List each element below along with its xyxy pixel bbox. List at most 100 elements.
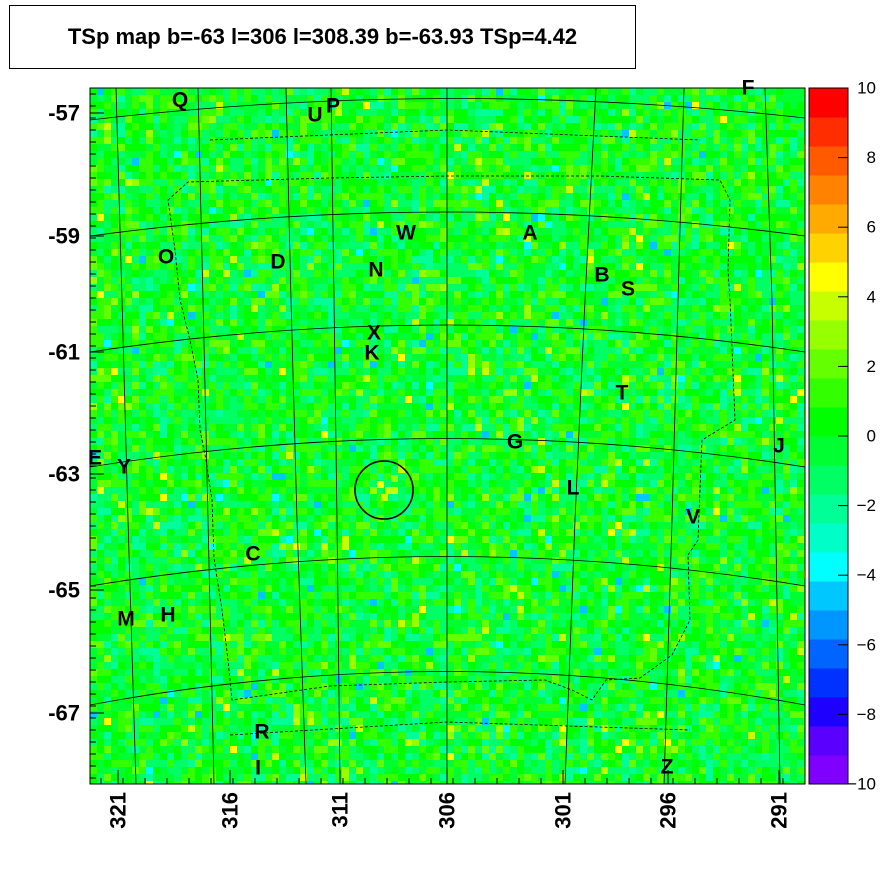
- heatmap-cell: [293, 291, 300, 298]
- heatmap-cell: [391, 88, 398, 95]
- heatmap-cell: [230, 375, 237, 382]
- heatmap-cell: [146, 382, 153, 389]
- heatmap-cell: [720, 361, 727, 368]
- heatmap-cell: [447, 242, 454, 249]
- heatmap-cell: [643, 123, 650, 130]
- heatmap-cell: [636, 263, 643, 270]
- heatmap-cell: [384, 88, 391, 95]
- heatmap-cell: [174, 207, 181, 214]
- heatmap-cell: [671, 137, 678, 144]
- heatmap-cell: [559, 200, 566, 207]
- heatmap-cell: [125, 221, 132, 228]
- heatmap-cell: [545, 249, 552, 256]
- heatmap-cell: [524, 200, 531, 207]
- heatmap-cell: [188, 95, 195, 102]
- heatmap-cell: [762, 256, 769, 263]
- heatmap-cell: [356, 242, 363, 249]
- heatmap-cell: [356, 151, 363, 158]
- heatmap-cell: [475, 284, 482, 291]
- heatmap-cell: [237, 375, 244, 382]
- heatmap-cell: [146, 116, 153, 123]
- heatmap-cell: [552, 221, 559, 228]
- heatmap-cell: [671, 375, 678, 382]
- heatmap-cell: [636, 130, 643, 137]
- heatmap-cell: [510, 109, 517, 116]
- heatmap-cell: [286, 179, 293, 186]
- heatmap-cell: [545, 340, 552, 347]
- heatmap-cell: [657, 326, 664, 333]
- heatmap-cell: [265, 109, 272, 116]
- heatmap-cell: [657, 291, 664, 298]
- heatmap-cell: [405, 340, 412, 347]
- heatmap-cell: [244, 200, 251, 207]
- heatmap-cell: [237, 186, 244, 193]
- heatmap-cell: [181, 144, 188, 151]
- heatmap-cell: [454, 361, 461, 368]
- heatmap-cell: [650, 228, 657, 235]
- heatmap-cell: [153, 165, 160, 172]
- heatmap-cell: [384, 102, 391, 109]
- heatmap-cell: [643, 179, 650, 186]
- heatmap-cell: [685, 228, 692, 235]
- heatmap-cell: [398, 417, 405, 424]
- heatmap-cell: [265, 151, 272, 158]
- heatmap-cell: [510, 200, 517, 207]
- heatmap-cell: [608, 347, 615, 354]
- heatmap-cell: [566, 347, 573, 354]
- heatmap-cell: [258, 396, 265, 403]
- heatmap-cell: [559, 235, 566, 242]
- heatmap-cell: [97, 284, 104, 291]
- heatmap-cell: [419, 403, 426, 410]
- heatmap-cell: [615, 221, 622, 228]
- heatmap-cell: [104, 410, 111, 417]
- heatmap-cell: [573, 298, 580, 305]
- heatmap-cell: [734, 95, 741, 102]
- heatmap-cell: [573, 305, 580, 312]
- heatmap-cell: [468, 270, 475, 277]
- heatmap-cell: [405, 354, 412, 361]
- heatmap-cell: [328, 228, 335, 235]
- heatmap-cell: [573, 410, 580, 417]
- heatmap-cell: [685, 179, 692, 186]
- heatmap-cell: [356, 116, 363, 123]
- heatmap-cell: [510, 312, 517, 319]
- heatmap-cell: [797, 144, 804, 151]
- heatmap-cell: [699, 291, 706, 298]
- heatmap-cell: [489, 333, 496, 340]
- heatmap-cell: [216, 298, 223, 305]
- heatmap-cell: [377, 368, 384, 375]
- heatmap-cell: [559, 305, 566, 312]
- heatmap-cell: [510, 319, 517, 326]
- heatmap-cell: [223, 102, 230, 109]
- heatmap-cell: [482, 242, 489, 249]
- heatmap-cell: [475, 396, 482, 403]
- heatmap-cell: [335, 207, 342, 214]
- heatmap-cell: [167, 179, 174, 186]
- heatmap-cell: [734, 249, 741, 256]
- heatmap-cell: [447, 326, 454, 333]
- heatmap-cell: [356, 312, 363, 319]
- heatmap-cell: [531, 249, 538, 256]
- heatmap-cell: [552, 242, 559, 249]
- heatmap-cell: [188, 207, 195, 214]
- heatmap-cell: [132, 347, 139, 354]
- heatmap-cell: [776, 256, 783, 263]
- heatmap-cell: [503, 172, 510, 179]
- heatmap-cell: [307, 256, 314, 263]
- heatmap-cell: [755, 249, 762, 256]
- heatmap-cell: [426, 249, 433, 256]
- heatmap-cell: [272, 417, 279, 424]
- heatmap-cell: [188, 319, 195, 326]
- heatmap-cell: [97, 326, 104, 333]
- heatmap-cell: [153, 291, 160, 298]
- heatmap-cell: [510, 186, 517, 193]
- heatmap-cell: [699, 361, 706, 368]
- heatmap-cell: [433, 256, 440, 263]
- heatmap-cell: [223, 354, 230, 361]
- heatmap-cell: [251, 235, 258, 242]
- heatmap-cell: [342, 165, 349, 172]
- heatmap-cell: [349, 193, 356, 200]
- heatmap-cell: [538, 165, 545, 172]
- heatmap-cell: [783, 137, 790, 144]
- heatmap-cell: [552, 235, 559, 242]
